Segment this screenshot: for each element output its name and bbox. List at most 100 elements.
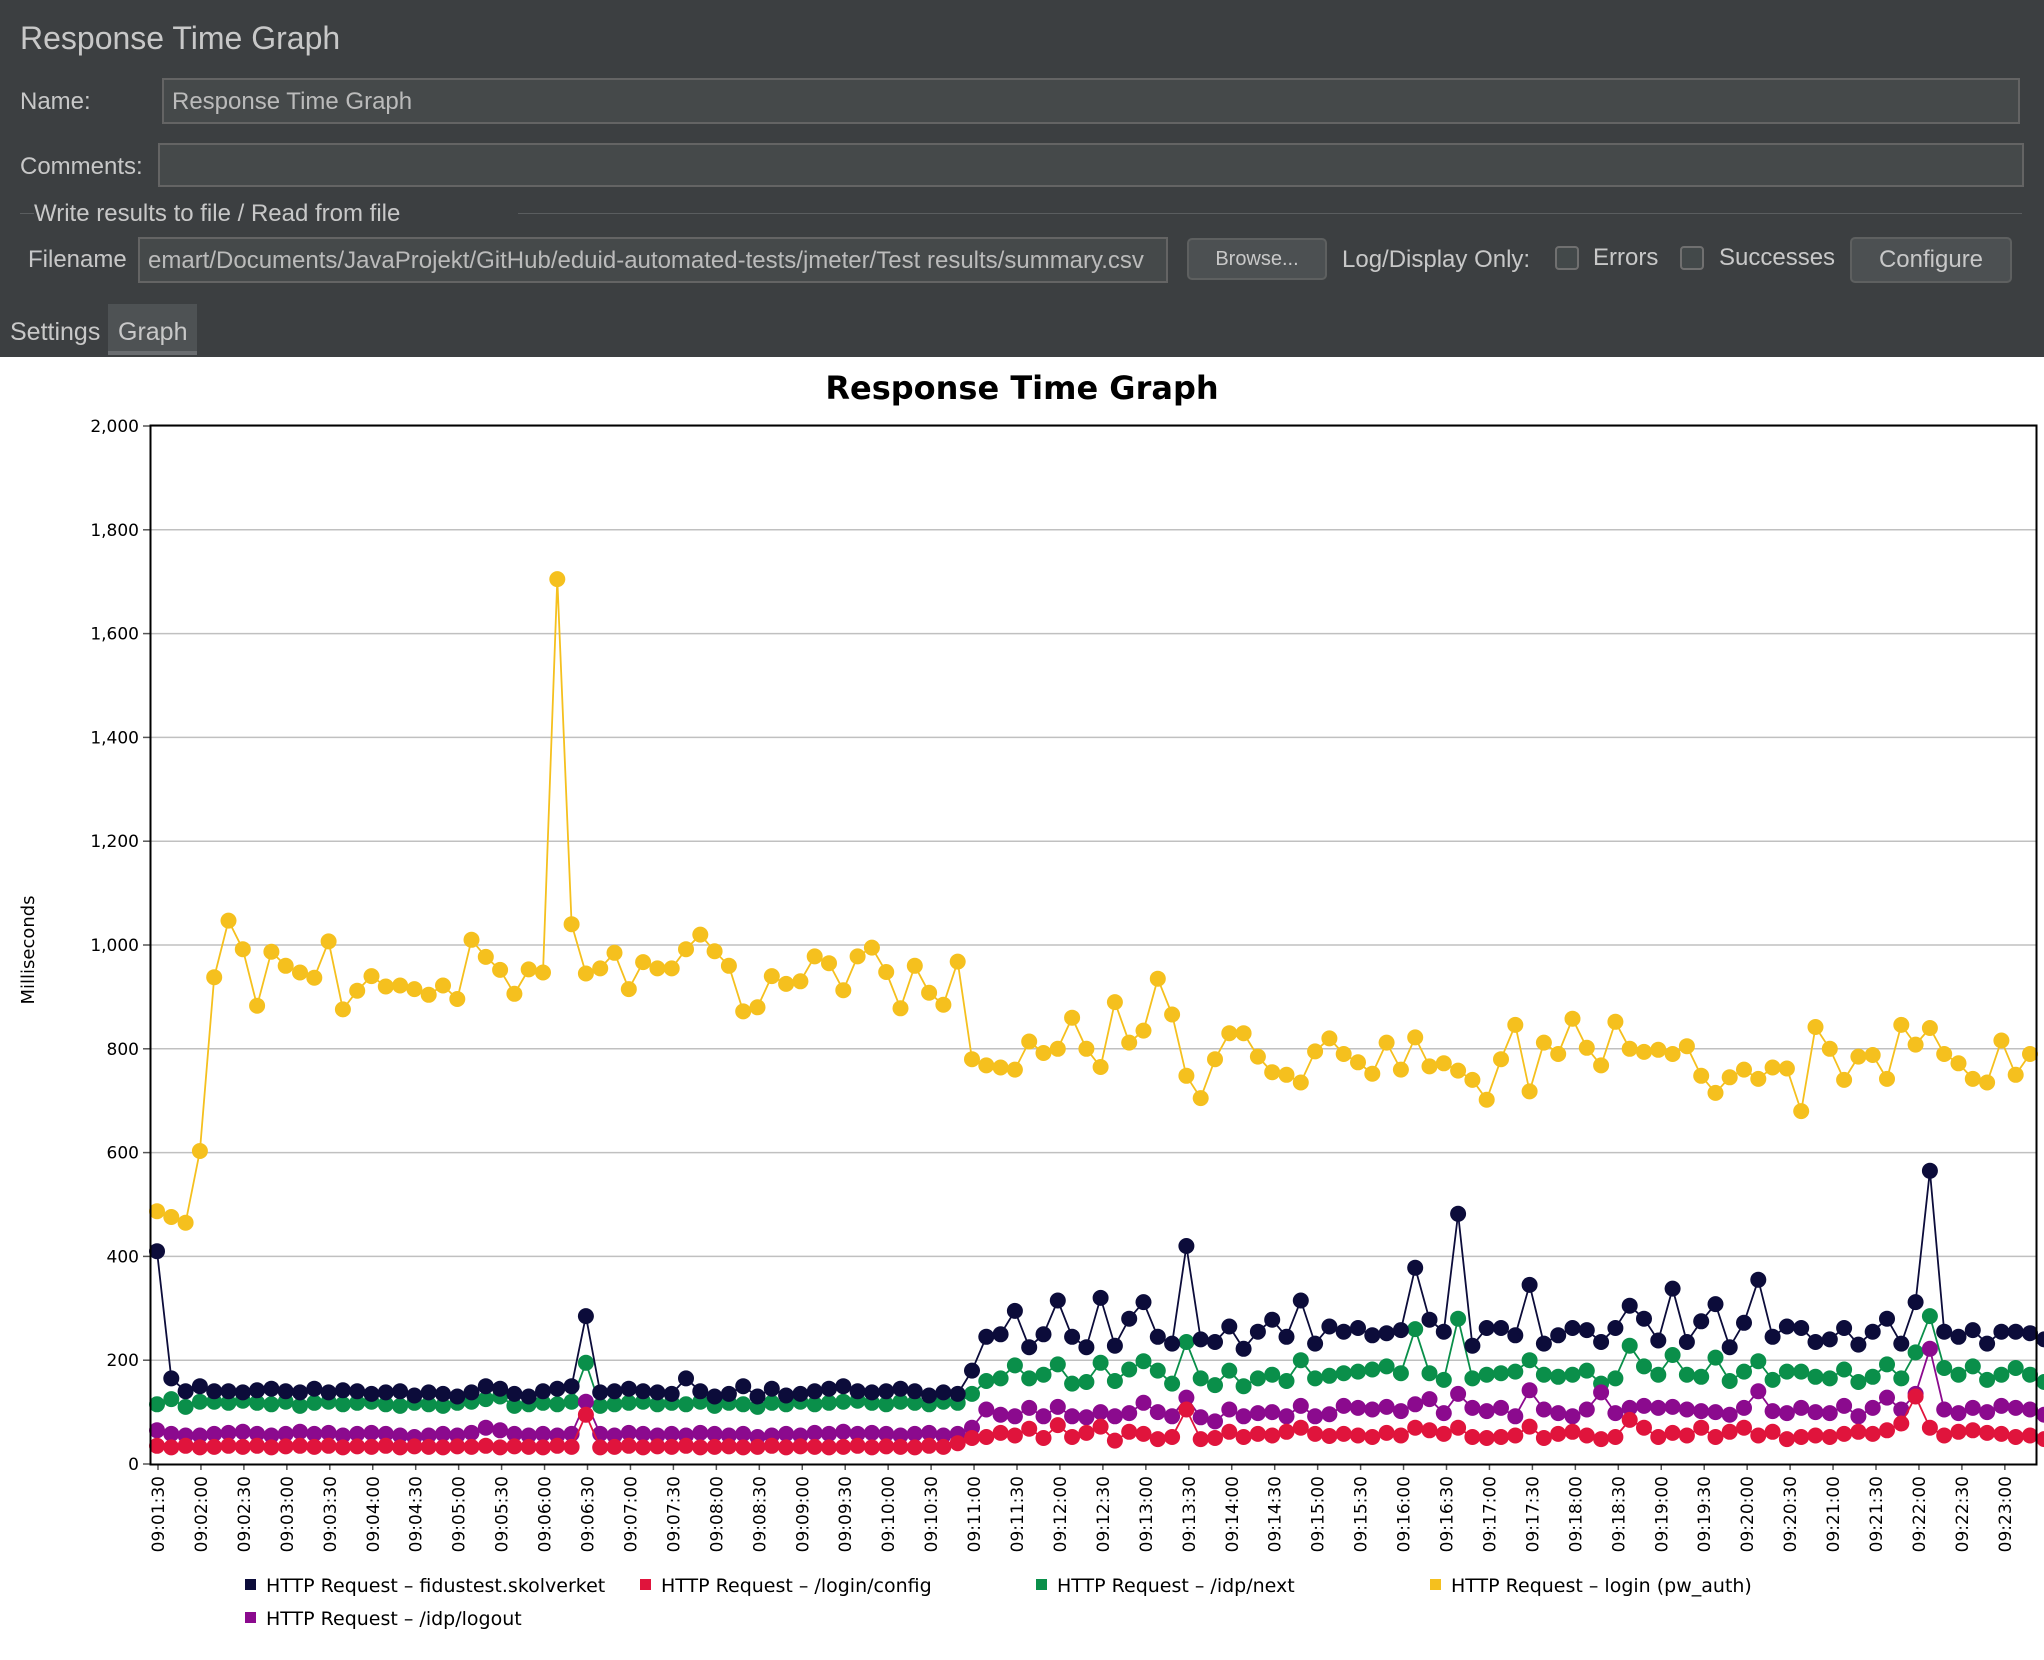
data-point [749, 999, 766, 1016]
data-point [1821, 1370, 1838, 1387]
data-point [821, 1394, 837, 1411]
data-point [1907, 1294, 1924, 1311]
data-point [392, 977, 409, 994]
name-input[interactable]: Response Time Graph [162, 78, 2020, 124]
data-point [292, 1437, 308, 1454]
data-point [1678, 1366, 1695, 1383]
data-point [806, 1424, 823, 1441]
successes-checkbox[interactable] [1680, 246, 1704, 270]
data-point [1678, 1334, 1695, 1350]
data-point [1464, 1399, 1481, 1416]
data-point [1907, 1388, 1924, 1405]
comments-input[interactable] [158, 143, 2024, 187]
configure-button[interactable]: Configure [1850, 237, 2012, 283]
data-point [1521, 1382, 1538, 1399]
data-point [1564, 1320, 1581, 1336]
data-point [334, 1439, 351, 1456]
data-point [635, 1425, 652, 1442]
data-point [678, 1370, 694, 1387]
data-point [1736, 1399, 1752, 1416]
data-point [1936, 1046, 1953, 1062]
data-point [1435, 1323, 1452, 1340]
data-point [1021, 1033, 1038, 1050]
data-point [1192, 1331, 1209, 1348]
data-point [1407, 1321, 1424, 1338]
data-point [1979, 1404, 1996, 1421]
data-point [420, 1438, 437, 1455]
data-point [477, 1391, 494, 1408]
filename-input[interactable]: emart/Documents/JavaProjekt/GitHub/eduid… [138, 237, 1168, 283]
data-point [1664, 1280, 1681, 1297]
data-point [163, 1425, 180, 1442]
data-point [1650, 1332, 1667, 1349]
data-point [1350, 1363, 1366, 1380]
errors-checkbox[interactable] [1555, 246, 1579, 270]
data-point [177, 1398, 194, 1415]
data-point [2022, 1325, 2038, 1342]
tab-graph[interactable]: Graph [108, 304, 198, 355]
data-point [1993, 1397, 2010, 1414]
data-point [1636, 1310, 1652, 1327]
x-tick-label: 09:04:30 [407, 1476, 427, 1552]
data-point [1207, 1413, 1223, 1430]
data-point [449, 1388, 466, 1405]
data-point [1993, 1323, 2010, 1340]
data-point [1350, 1399, 1366, 1416]
data-point [821, 1439, 837, 1456]
data-point [377, 1425, 394, 1442]
data-point [1793, 1363, 1810, 1380]
data-point [1821, 1040, 1838, 1057]
data-point [1564, 1010, 1581, 1027]
browse-button[interactable]: Browse... [1187, 238, 1327, 280]
data-point [720, 1385, 737, 1402]
data-point [1736, 1363, 1752, 1380]
data-point [1364, 1065, 1381, 1082]
data-point [1664, 1424, 1681, 1441]
data-point [1979, 1424, 1996, 1441]
data-point [1521, 1276, 1538, 1293]
data-point [906, 1439, 923, 1456]
data-point [1950, 1405, 1967, 1422]
data-point [1192, 1431, 1209, 1448]
series-line [156, 579, 2031, 1224]
data-point [720, 957, 737, 974]
x-tick-label: 09:05:00 [450, 1476, 470, 1552]
data-point [1207, 1334, 1223, 1350]
legend-label: HTTP Request – login (pw_auth) [1451, 1575, 1752, 1597]
data-point [892, 1380, 909, 1397]
legend-label: HTTP Request – /idp/logout [266, 1608, 522, 1630]
data-point [1278, 1373, 1295, 1389]
config-panel: Response Time Graph Name: Response Time … [0, 0, 2044, 357]
data-point [263, 1427, 280, 1444]
data-point [1135, 1353, 1152, 1370]
y-tick-label: 400 [107, 1247, 139, 1267]
data-point [1564, 1408, 1581, 1425]
data-point [263, 1439, 280, 1456]
data-point [1164, 1408, 1181, 1425]
data-point [1478, 1366, 1495, 1383]
data-point [1235, 1378, 1252, 1395]
x-tick-label: 09:13:30 [1180, 1476, 1200, 1552]
data-point [1178, 1067, 1195, 1084]
successes-label: Successes [1719, 244, 1836, 271]
data-point [1693, 1419, 1710, 1436]
data-point [1550, 1368, 1567, 1385]
legend-label: HTTP Request – fidustest.skolverket [266, 1575, 605, 1597]
data-point [449, 991, 466, 1007]
tab-settings[interactable]: Settings [10, 318, 101, 346]
data-point [1850, 1336, 1867, 1353]
data-point [1864, 1323, 1881, 1340]
data-point [1421, 1422, 1438, 1439]
data-point [1550, 1046, 1567, 1062]
data-point [449, 1438, 466, 1455]
series-layer [149, 571, 2044, 1456]
data-point [1850, 1374, 1867, 1390]
data-point [292, 964, 308, 981]
data-point [1650, 1429, 1667, 1445]
data-point [835, 982, 852, 999]
data-point [1064, 1375, 1081, 1392]
data-point [1421, 1365, 1438, 1382]
data-point [377, 1396, 394, 1413]
data-point [878, 964, 895, 980]
data-point [1135, 1394, 1152, 1411]
